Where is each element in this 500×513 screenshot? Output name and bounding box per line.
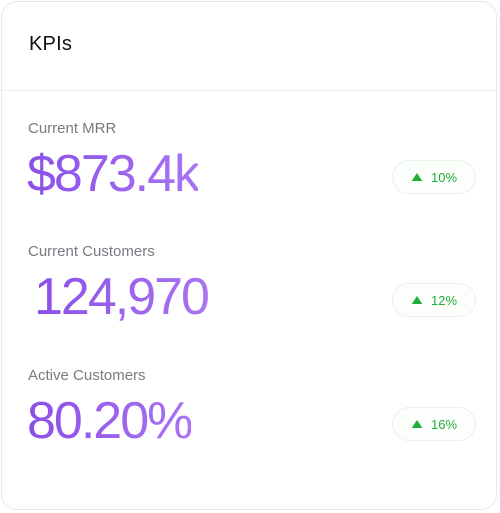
kpi-label: Current Customers: [28, 243, 155, 260]
card-header: KPIs: [2, 2, 496, 91]
change-badge: 10%: [392, 160, 476, 194]
change-value: 12%: [430, 292, 458, 308]
change-badge: 16%: [392, 407, 476, 441]
change-badge: 12%: [392, 283, 476, 317]
kpi-value: $873.4k: [27, 145, 200, 203]
kpi-item-current-mrr: Current MRR $873.4k 10%: [2, 120, 496, 230]
triangle-up-icon: [411, 295, 423, 305]
change-value: 10%: [430, 169, 458, 185]
kpi-item-current-customers: Current Customers 124,970 12%: [2, 243, 496, 353]
kpi-label: Active Customers: [28, 367, 146, 384]
kpi-label: Current MRR: [28, 120, 117, 137]
triangle-up-icon: [411, 172, 423, 182]
triangle-up-icon: [411, 419, 423, 429]
kpi-value: 124,970: [34, 268, 210, 326]
kpi-item-active-customers: Active Customers 80.20% 16%: [2, 367, 496, 477]
card-title: KPIs: [29, 33, 73, 55]
kpi-value: 80.20%: [27, 392, 193, 450]
change-value: 16%: [430, 416, 458, 432]
